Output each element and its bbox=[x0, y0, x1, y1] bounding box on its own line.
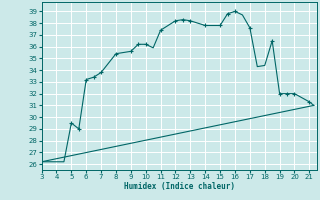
X-axis label: Humidex (Indice chaleur): Humidex (Indice chaleur) bbox=[124, 182, 235, 191]
